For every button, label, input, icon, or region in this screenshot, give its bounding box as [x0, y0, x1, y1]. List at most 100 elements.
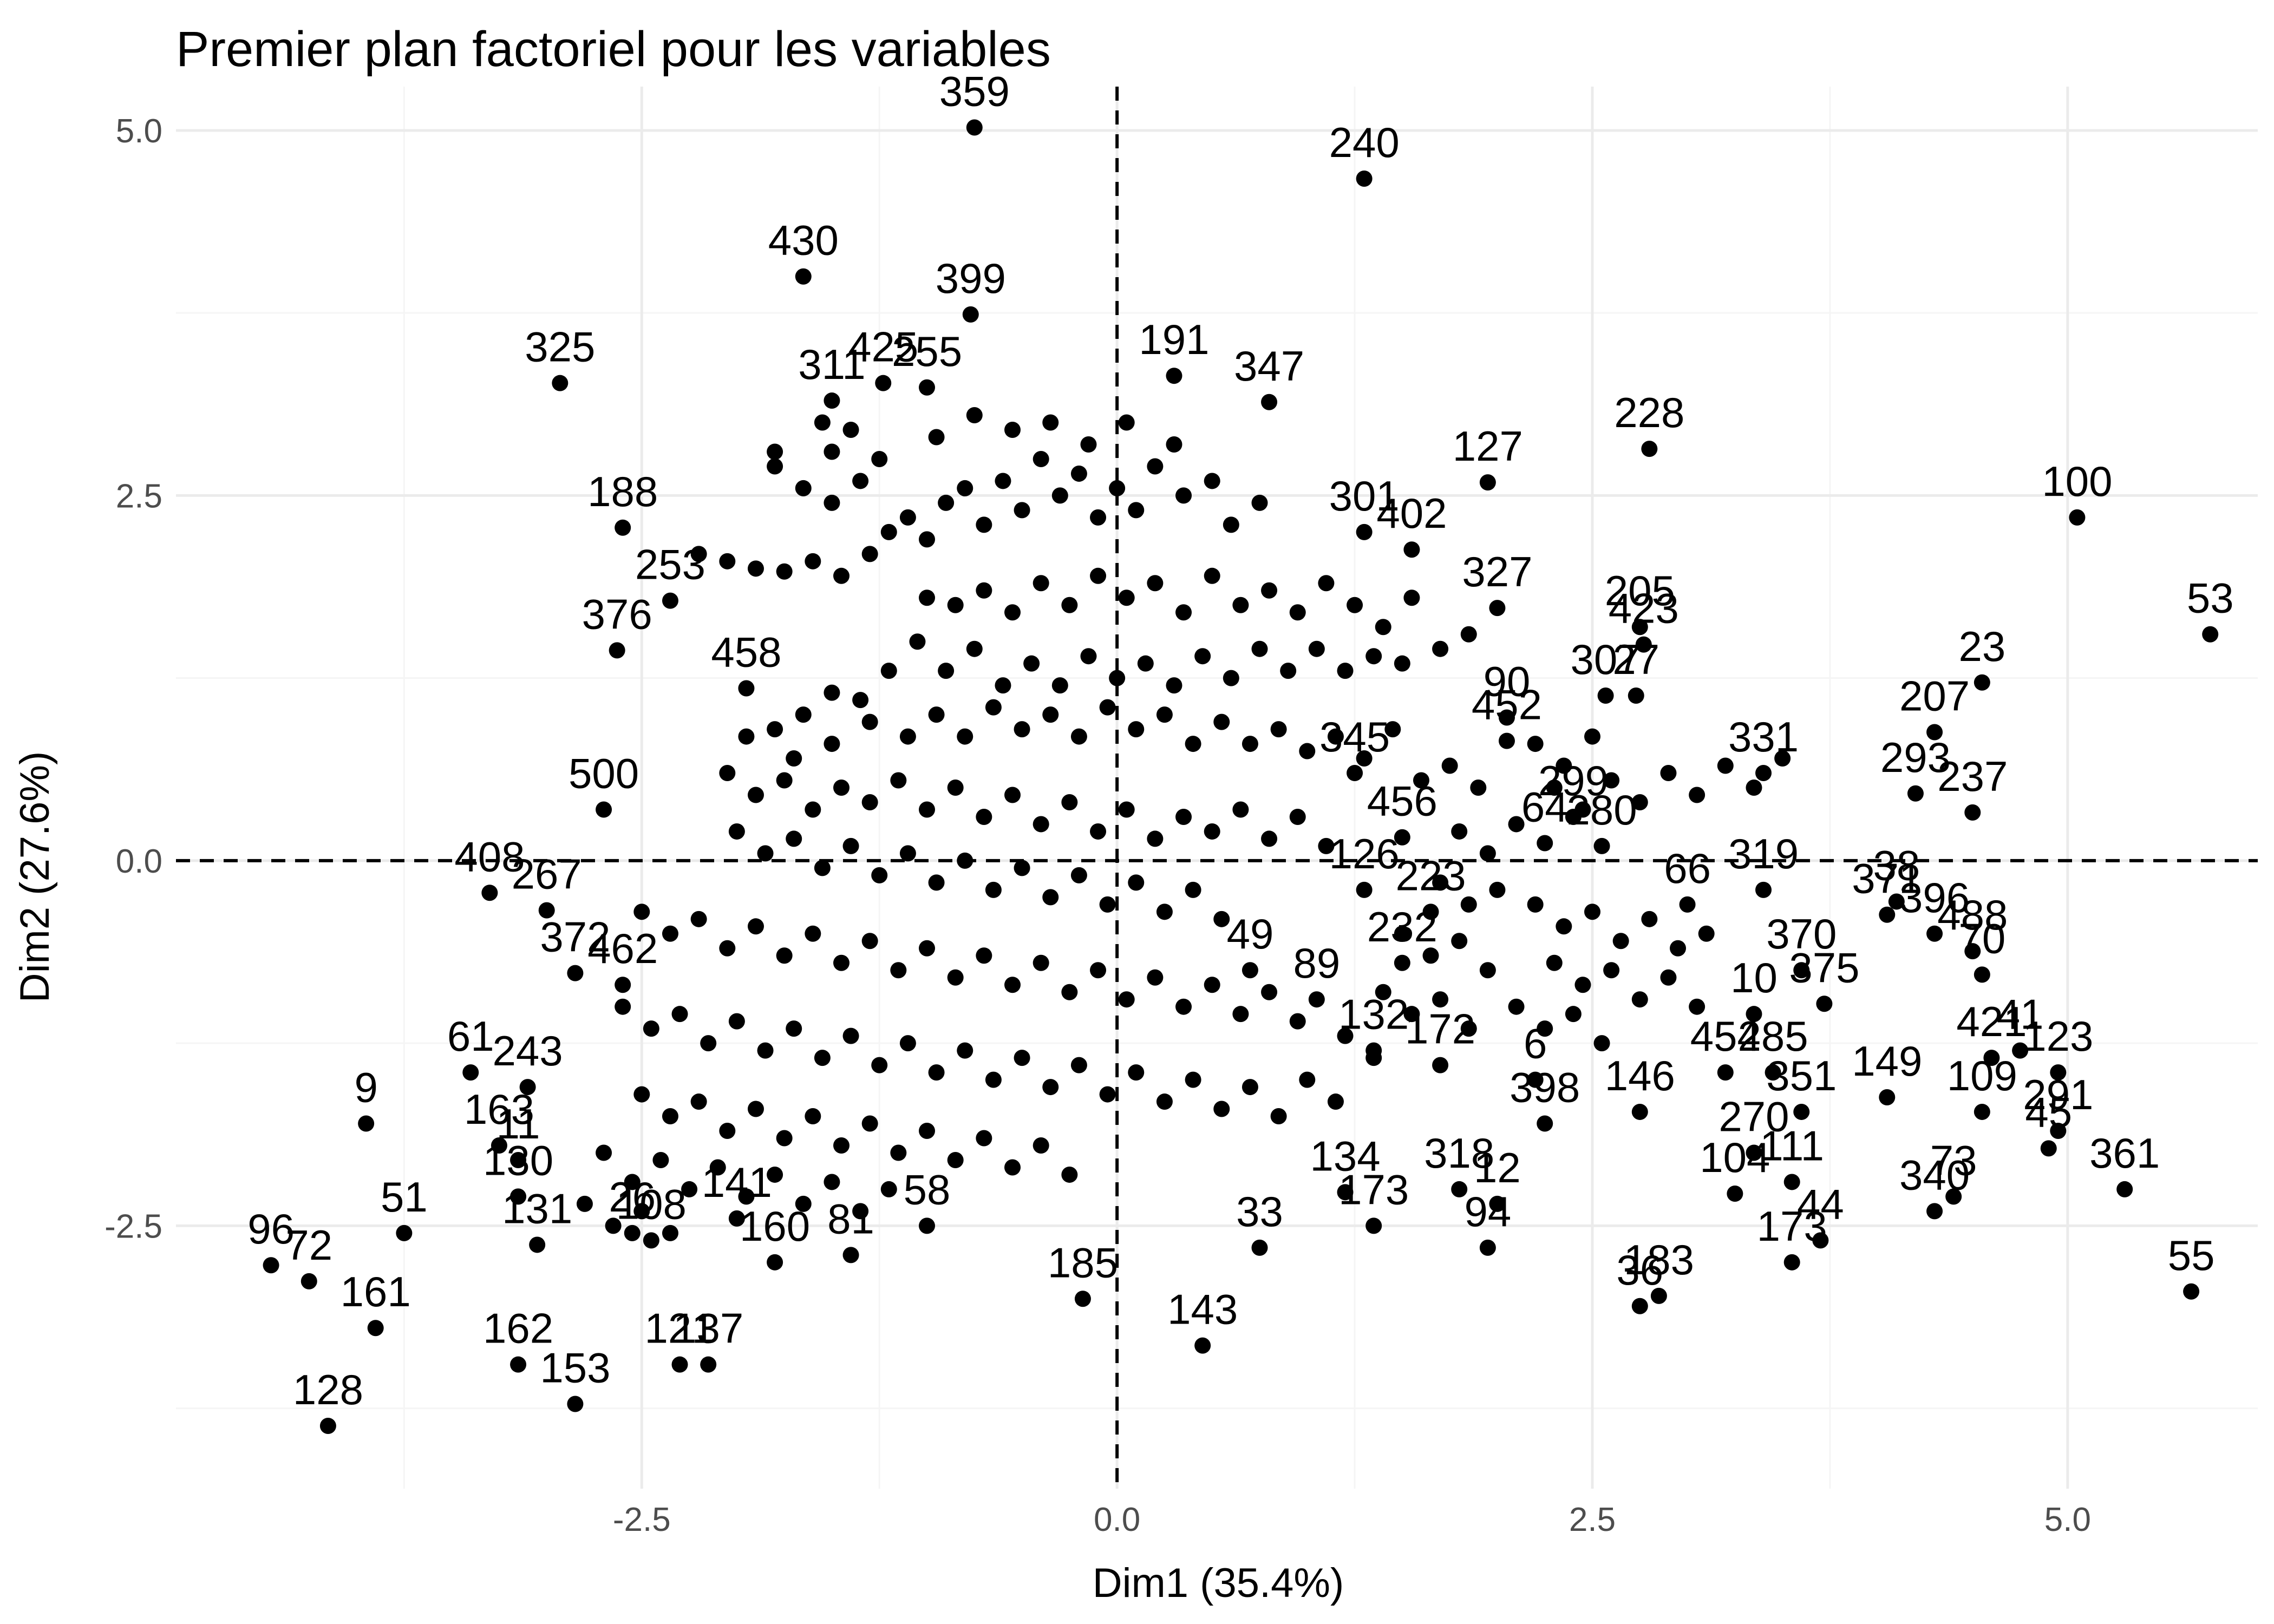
data-point [880, 1181, 897, 1197]
data-point [833, 567, 850, 584]
point-label: 425 [848, 323, 918, 371]
data-point [1261, 394, 1278, 410]
data-point [1166, 368, 1182, 384]
data-point [890, 962, 907, 979]
data-point [1631, 1103, 1648, 1120]
point-label: 130 [483, 1136, 553, 1184]
data-point [690, 546, 707, 562]
point-label: 270 [1718, 1092, 1789, 1140]
point-label: 183 [1624, 1236, 1694, 1284]
data-point [1080, 648, 1097, 665]
data-point [1042, 1079, 1059, 1096]
data-point [2040, 1140, 2057, 1157]
data-point [1879, 906, 1896, 923]
point-label: 240 [1329, 119, 1400, 166]
reference-lines [176, 87, 2258, 1489]
data-point [767, 443, 783, 460]
data-point [1156, 1093, 1173, 1110]
point-label: 452 [1472, 681, 1542, 729]
point-label: 109 [1947, 1052, 2017, 1099]
data-point [1356, 170, 1373, 187]
data-point [976, 808, 992, 825]
data-point [1698, 925, 1715, 942]
data-point [1356, 881, 1373, 898]
data-point [1308, 640, 1325, 657]
data-point [861, 794, 878, 810]
data-point [1014, 502, 1030, 519]
data-point [947, 969, 964, 986]
data-point [1213, 713, 1230, 730]
data-point [1194, 648, 1211, 665]
point-label: 11 [496, 1100, 540, 1148]
data-point [615, 998, 631, 1015]
point-label: 161 [341, 1268, 411, 1315]
data-point [957, 480, 973, 496]
data-point [1241, 1079, 1258, 1096]
data-point [795, 480, 812, 496]
data-point [1090, 962, 1107, 979]
data-point [1090, 823, 1107, 840]
point-label: 104 [1700, 1134, 1770, 1181]
data-point [1061, 794, 1078, 810]
point-label: 81 [827, 1195, 874, 1242]
data-point [957, 728, 973, 745]
point-label: 398 [1510, 1064, 1580, 1111]
x-tick-label: 0.0 [1094, 1501, 1140, 1538]
data-point [1232, 1006, 1249, 1023]
data-point [1983, 1050, 2000, 1066]
data-point [1004, 1159, 1021, 1176]
data-point [1641, 911, 1658, 927]
data-point [1090, 509, 1107, 526]
point-label: 111 [1760, 1122, 1824, 1169]
data-point [1631, 1298, 1648, 1314]
point-label: 12 [1474, 1144, 1521, 1191]
point-label: 237 [1937, 752, 2008, 800]
data-point [1689, 787, 1706, 803]
data-point [633, 1086, 650, 1103]
data-point [728, 1210, 745, 1227]
data-point [1128, 874, 1145, 891]
data-point [966, 407, 983, 424]
point-label: 361 [2089, 1129, 2160, 1177]
data-point [1137, 655, 1154, 672]
data-point [2183, 1283, 2200, 1300]
point-label: 127 [1453, 422, 1523, 470]
point-label: 351 [1766, 1052, 1837, 1099]
point-label: 402 [1376, 489, 1447, 537]
data-point [671, 1356, 688, 1373]
data-point [957, 852, 973, 869]
point-label: 347 [1234, 342, 1304, 390]
data-point [1128, 1064, 1145, 1081]
data-point [1631, 991, 1648, 1008]
data-point [842, 1027, 859, 1044]
x-axis-title: Dim1 (35.4%) [1093, 1560, 1344, 1606]
data-point [1033, 1137, 1049, 1154]
point-label: 205 [1605, 567, 1675, 614]
point-label: 33 [1236, 1188, 1283, 1235]
data-point [767, 1166, 783, 1183]
point-label: 53 [2187, 574, 2234, 622]
data-point [681, 1181, 698, 1197]
data-point [1584, 728, 1601, 745]
data-point [1204, 823, 1220, 840]
point-label: 45 [2025, 1088, 2072, 1136]
x-tick-label: 5.0 [2044, 1501, 2091, 1538]
data-point [615, 977, 631, 993]
data-point [1251, 1239, 1268, 1256]
data-point [1365, 1042, 1382, 1059]
data-point [985, 881, 1002, 898]
data-point [1070, 867, 1087, 883]
data-point [1147, 969, 1164, 986]
data-point [776, 947, 793, 964]
data-point [1194, 1337, 1211, 1354]
data-point [1232, 801, 1249, 818]
data-point [1232, 597, 1249, 613]
data-point [1128, 721, 1145, 738]
data-point [1527, 896, 1544, 913]
data-point [1432, 874, 1449, 891]
point-label: 301 [1329, 472, 1400, 520]
data-point [1042, 706, 1059, 723]
point-label: 456 [1367, 777, 1437, 825]
data-point [633, 903, 650, 920]
data-point [1793, 962, 1810, 979]
